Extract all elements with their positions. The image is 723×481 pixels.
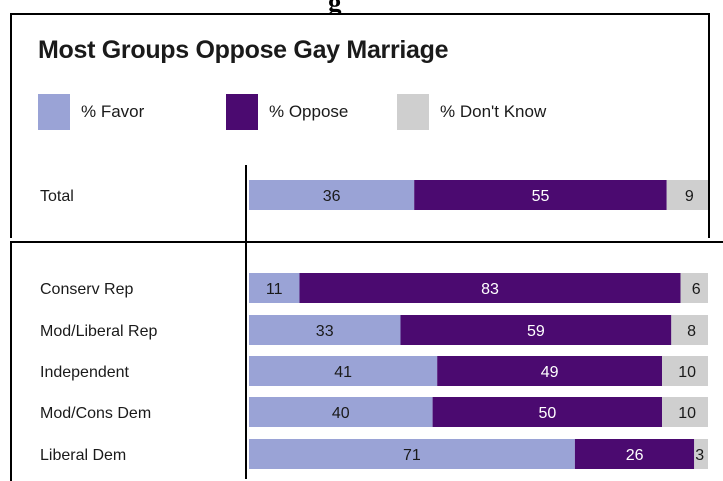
legend-swatch-dont-know	[397, 94, 429, 130]
frame-gap	[708, 238, 723, 241]
bar-liberal-dem-oppose	[574, 439, 695, 469]
row-label-mod-cons-dem: Mod/Cons Dem	[40, 405, 151, 422]
bar-total-favor	[249, 180, 415, 210]
value-label-conserv-rep-oppose: 83	[481, 281, 499, 298]
value-label-mod-liberal-rep-favor: 33	[316, 323, 334, 340]
row-label-independent: Independent	[40, 364, 130, 381]
value-label-liberal-dem-oppose: 26	[626, 447, 644, 464]
value-label-conserv-rep-favor: 11	[266, 281, 283, 298]
bar-mod-liberal-rep-oppose	[400, 315, 672, 345]
bar-liberal-dem-favor	[249, 439, 575, 469]
value-label-mod-cons-dem-dont-know: 10	[678, 405, 696, 422]
row-label-liberal-dem: Liberal Dem	[40, 447, 126, 464]
bar-mod-cons-dem-favor	[249, 397, 433, 427]
cropped-heading-text: g	[328, 0, 342, 13]
value-label-total-favor: 36	[323, 188, 341, 205]
bar-conserv-rep-favor	[249, 273, 300, 303]
chart-frame-top	[10, 13, 710, 238]
bar-conserv-rep-oppose	[299, 273, 681, 303]
bar-independent-dont-know	[662, 356, 708, 386]
legend-label-favor: % Favor	[81, 102, 145, 121]
bar-independent-oppose	[437, 356, 663, 386]
value-label-conserv-rep-dont-know: 6	[692, 281, 701, 298]
bar-mod-liberal-rep-favor	[249, 315, 401, 345]
row-label-conserv-rep: Conserv Rep	[40, 281, 133, 298]
bar-mod-cons-dem-oppose	[432, 397, 663, 427]
bar-liberal-dem-dont-know	[694, 439, 708, 469]
value-label-mod-liberal-rep-dont-know: 8	[687, 323, 696, 340]
legend-swatch-favor	[38, 94, 70, 130]
value-label-liberal-dem-dont-know: 3	[695, 447, 704, 464]
value-label-independent-oppose: 49	[541, 364, 559, 381]
bar-total-dont-know	[666, 180, 708, 210]
value-label-mod-liberal-rep-oppose: 59	[527, 323, 545, 340]
bar-mod-liberal-rep-dont-know	[671, 315, 708, 345]
row-label-total: Total	[40, 188, 74, 205]
value-label-mod-cons-dem-oppose: 50	[539, 405, 557, 422]
value-label-independent-favor: 41	[334, 364, 352, 381]
row-label-mod-liberal-rep: Mod/Liberal Rep	[40, 323, 158, 340]
legend-swatch-oppose	[226, 94, 258, 130]
chart-frame-bottom	[10, 241, 723, 481]
cropped-heading: g	[0, 0, 723, 13]
bar-independent-favor	[249, 356, 438, 386]
value-label-independent-dont-know: 10	[678, 364, 696, 381]
value-label-liberal-dem-favor: 71	[403, 447, 421, 464]
chart-title: Most Groups Oppose Gay Marriage	[38, 36, 449, 64]
value-label-total-dont-know: 9	[685, 188, 694, 205]
value-label-mod-cons-dem-favor: 40	[332, 405, 350, 422]
value-label-total-oppose: 55	[532, 188, 550, 205]
legend-label-dont-know: % Don't Know	[440, 102, 547, 121]
bar-mod-cons-dem-dont-know	[662, 397, 708, 427]
legend-label-oppose: % Oppose	[269, 102, 349, 121]
bar-conserv-rep-dont-know	[680, 273, 708, 303]
bar-total-oppose	[414, 180, 667, 210]
